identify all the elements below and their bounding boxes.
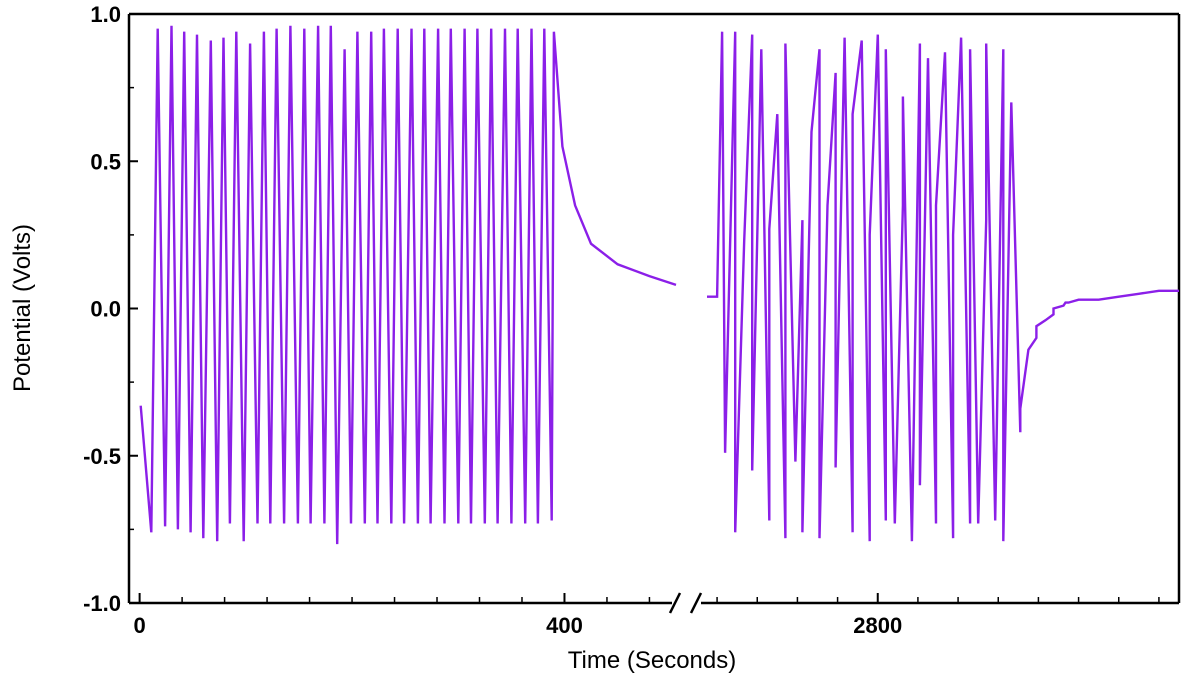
series-layer: [139, 25, 1179, 545]
axis-break-mark-right: [689, 592, 703, 614]
axis-break-mark-left: [668, 592, 682, 614]
y-tick-label: 0.5: [90, 149, 121, 174]
x-tick-label: 0: [133, 613, 145, 638]
y-tick-label: 0.0: [90, 297, 121, 322]
x-tick-label: 2800: [853, 613, 902, 638]
x-axis-title: Time (Seconds): [568, 647, 737, 674]
y-axis-title: Potential (Volts): [9, 224, 36, 392]
x-tick-label: 400: [546, 613, 583, 638]
ticks: [129, 13, 1160, 604]
tick-labels: 1.0 0.5 0.0 -0.5 -1.0 0 400 2800: [83, 2, 902, 638]
y-tick-label: 1.0: [90, 2, 121, 27]
y-tick-label: -1.0: [83, 591, 121, 616]
y-tick-label: -0.5: [83, 444, 121, 469]
series-line-potential-before-break: [139, 25, 677, 545]
axes: [127, 12, 1181, 614]
series-line-potential-after-break: [707, 31, 1179, 542]
